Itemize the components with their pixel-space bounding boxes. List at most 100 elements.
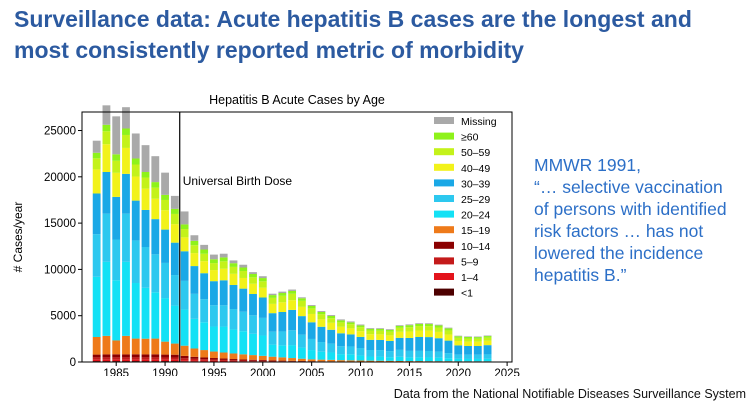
bar-segment <box>288 289 297 291</box>
bar-segment <box>425 330 433 338</box>
bar-segment <box>210 270 218 282</box>
bar-segment <box>307 338 316 351</box>
bar-segment <box>102 354 111 358</box>
bar-segment <box>92 359 101 362</box>
bar-segment <box>161 172 169 195</box>
bar-segment <box>112 154 121 161</box>
bar-segment <box>395 356 404 361</box>
bar-segment <box>141 359 150 362</box>
legend-label: 20–24 <box>461 210 490 222</box>
bar-segment <box>229 260 238 264</box>
bar-segment <box>483 358 492 362</box>
bar-segment <box>444 330 453 335</box>
bar-segment <box>249 277 257 284</box>
bar-segment <box>92 234 101 277</box>
bar-segment <box>356 360 365 362</box>
bar-segment <box>92 158 101 170</box>
bar-segment <box>210 281 218 306</box>
x-tick-label: 2025 <box>494 368 520 376</box>
bar-segment <box>219 261 228 269</box>
bar-segment <box>229 284 238 310</box>
x-tick-label: 2000 <box>250 368 276 376</box>
bar-segment <box>249 293 257 316</box>
bar-segment <box>141 188 150 210</box>
bar-segment <box>190 235 199 241</box>
bar-segment <box>337 333 345 347</box>
bar-segment <box>102 172 111 214</box>
bar-segment <box>473 341 482 346</box>
bar-segment <box>180 224 189 230</box>
bar-segment <box>190 358 199 361</box>
bar-segment <box>268 295 277 298</box>
bar-segment <box>434 338 443 352</box>
bar-segment <box>278 345 287 358</box>
bar-segment <box>317 314 326 320</box>
bar-segment <box>92 152 101 159</box>
bar-segment <box>131 359 140 362</box>
bar-segment <box>405 350 414 358</box>
bar-segment <box>151 187 160 199</box>
bar-segment <box>415 337 424 351</box>
bar-segment <box>131 164 140 177</box>
bar-segment <box>112 357 121 360</box>
bar-segment <box>297 358 306 362</box>
bar-segment <box>385 331 394 336</box>
bar-segment <box>356 324 365 326</box>
bar-segment <box>376 350 384 357</box>
legend-label: 25–29 <box>461 194 490 206</box>
bar-segment <box>258 281 267 288</box>
bar-segment <box>180 237 189 252</box>
x-tick-label: 2015 <box>397 368 423 376</box>
bar-segment <box>297 347 306 359</box>
bar-segment <box>170 213 179 225</box>
bar-segment <box>170 359 179 362</box>
bar-segment <box>258 360 267 362</box>
bar-segment <box>200 249 209 254</box>
bar-segment <box>434 331 443 339</box>
x-tick-label: 2005 <box>299 368 325 376</box>
y-axis-label: # Cases/year <box>11 202 25 273</box>
bar-segment <box>200 299 209 323</box>
bar-segment <box>249 272 257 274</box>
bar-segment <box>425 324 433 327</box>
bar-segment <box>200 261 209 274</box>
bar-segment <box>249 273 257 278</box>
legend-swatch <box>434 132 454 140</box>
bar-segment <box>151 198 160 220</box>
bar-segment <box>190 253 199 267</box>
bar-segment <box>415 357 424 362</box>
bar-segment <box>102 261 111 336</box>
bar-segment <box>151 219 160 255</box>
bar-segment <box>170 208 179 214</box>
bar-segment <box>190 245 199 254</box>
bar-segment <box>239 311 248 332</box>
bar-segment <box>288 300 297 310</box>
bar-segment <box>405 361 414 362</box>
bar-segment <box>425 357 433 362</box>
bar-segment <box>229 309 238 330</box>
y-tick-label: 15000 <box>44 218 76 230</box>
bar-segment <box>317 319 326 327</box>
bar-segment <box>473 345 482 355</box>
bar-layer <box>92 105 492 362</box>
bar-segment <box>151 254 160 293</box>
bar-segment <box>307 313 316 323</box>
slide-title-line-2: most consistently reported metric of mor… <box>14 37 524 63</box>
bar-segment <box>229 263 238 267</box>
annotation-layer: Universal Birth Dose <box>179 112 292 362</box>
bar-segment <box>112 160 121 173</box>
bar-segment <box>288 290 297 294</box>
bar-segment <box>161 229 169 263</box>
bar-segment <box>425 326 433 331</box>
bar-segment <box>258 335 267 356</box>
bar-segment <box>210 263 218 271</box>
legend-swatch <box>434 288 454 296</box>
bar-segment <box>376 328 384 331</box>
bar-segment <box>278 312 287 332</box>
bar-segment <box>327 315 336 319</box>
bar-segment <box>131 158 140 165</box>
bar-segment <box>92 276 101 337</box>
bar-segment <box>210 259 218 264</box>
bar-segment <box>327 322 336 330</box>
bar-segment <box>180 280 189 310</box>
